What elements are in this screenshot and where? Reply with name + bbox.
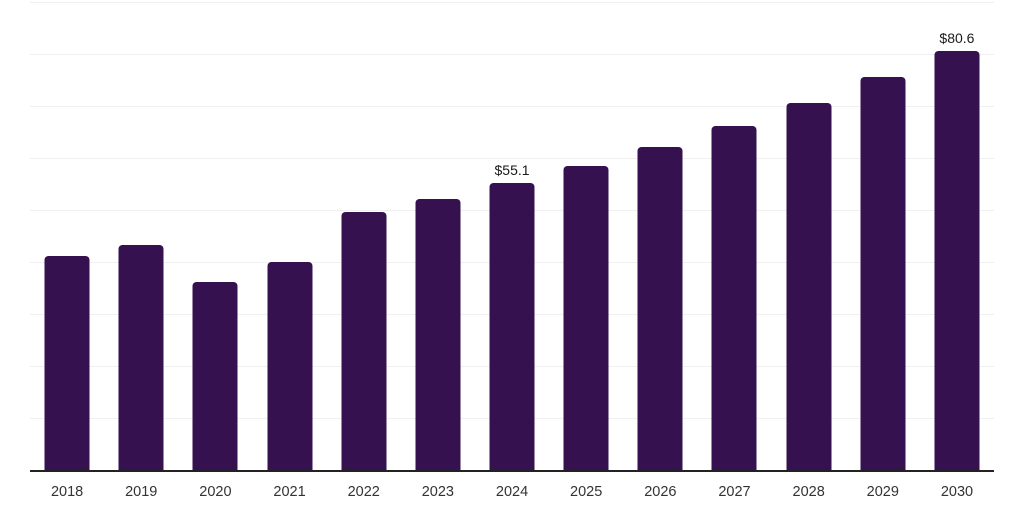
x-tick-2029: 2029 xyxy=(866,484,899,500)
bar-2023 xyxy=(415,198,461,470)
x-tick-2030: 2030 xyxy=(940,484,974,500)
bar-2021 xyxy=(267,262,313,470)
x-tick-2025: 2025 xyxy=(570,484,603,500)
bar-cell-2030: $80.6 xyxy=(920,2,994,470)
x-axis-tick-labels: 2018 2019 2020 2021 2022 2023 2024 2025 2026 2027… xyxy=(30,484,994,500)
bar-cell-2029 xyxy=(846,2,920,470)
x-tick-2019: 2019 xyxy=(125,484,158,500)
bar-2020 xyxy=(192,281,238,470)
bar-2026 xyxy=(637,147,683,470)
bar-cell-2019 xyxy=(104,2,178,470)
x-tick-2018: 2018 xyxy=(50,484,84,500)
bar-cell-2024: $55.1 xyxy=(475,2,549,470)
bar-2022 xyxy=(341,212,387,470)
gridline-80 xyxy=(30,54,994,55)
bar-2030 xyxy=(934,50,980,470)
x-tick-2023: 2023 xyxy=(421,484,454,500)
bar-2029 xyxy=(860,76,906,470)
value-label-2030: $80.6 xyxy=(939,29,975,46)
x-tick-2026: 2026 xyxy=(644,484,677,500)
plot-area: $55.1 $80.6 xyxy=(30,2,994,472)
bar-2028 xyxy=(786,102,832,470)
bars-layer: $55.1 $80.6 xyxy=(30,2,994,470)
bar-cell-2027 xyxy=(697,2,771,470)
bar-2024 xyxy=(489,183,535,470)
x-tick-2020: 2020 xyxy=(199,484,232,500)
bar-2018 xyxy=(44,255,90,470)
bar-cell-2020 xyxy=(178,2,252,470)
bar-cell-2028 xyxy=(772,2,846,470)
gridline-70 xyxy=(30,106,994,107)
bar-2025 xyxy=(563,165,609,470)
x-tick-2022: 2022 xyxy=(347,484,380,500)
x-tick-2021: 2021 xyxy=(273,484,306,500)
bar-2019 xyxy=(118,245,164,470)
x-tick-2024: 2024 xyxy=(495,484,529,500)
bar-cell-2018 xyxy=(30,2,104,470)
x-tick-2028: 2028 xyxy=(792,484,825,500)
bar-cell-2026 xyxy=(623,2,697,470)
value-label-2024: $55.1 xyxy=(494,162,530,179)
gridline-90 xyxy=(30,2,994,3)
gridline-60 xyxy=(30,158,994,159)
bar-cell-2022 xyxy=(327,2,401,470)
bar-cell-2021 xyxy=(252,2,326,470)
x-tick-2027: 2027 xyxy=(718,484,751,500)
bar-cell-2025 xyxy=(549,2,623,470)
bar-cell-2023 xyxy=(401,2,475,470)
bar-2027 xyxy=(711,125,757,470)
